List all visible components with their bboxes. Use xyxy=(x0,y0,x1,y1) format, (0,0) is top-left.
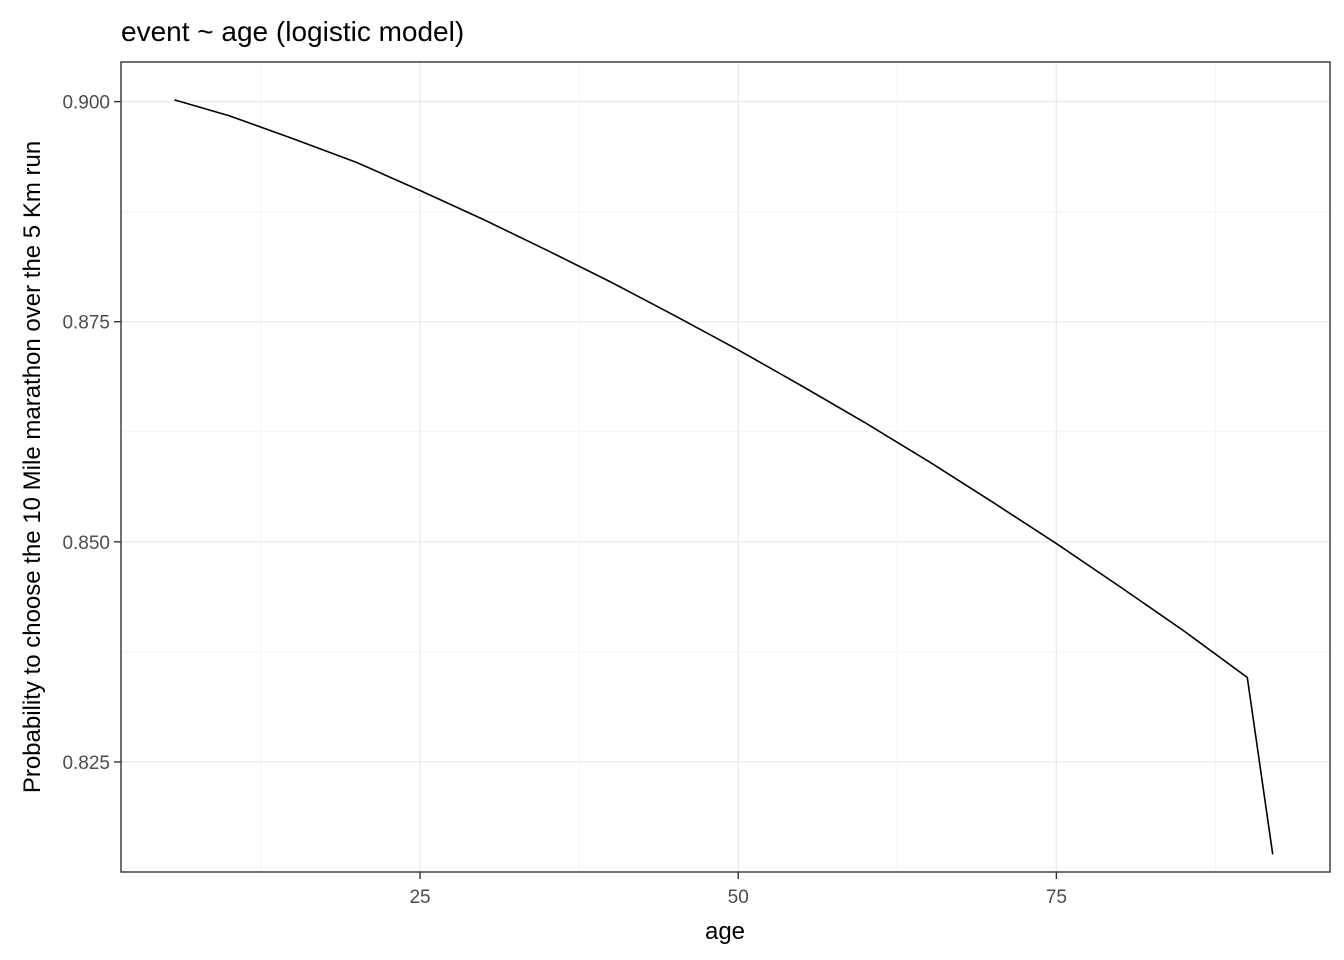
major-gridlines xyxy=(121,62,1330,872)
axis-ticks xyxy=(114,100,1058,879)
x-tick-label: 75 xyxy=(1046,887,1067,908)
x-tick-label: 25 xyxy=(409,887,430,908)
x-tick-label: 50 xyxy=(728,887,749,908)
y-tick-label: 0.875 xyxy=(62,313,110,334)
y-tick-label: 0.825 xyxy=(62,753,110,774)
probability-curve xyxy=(174,99,1274,855)
plot-panel-border xyxy=(120,61,1331,873)
y-tick-label: 0.900 xyxy=(62,93,110,114)
minor-gridlines xyxy=(121,62,1330,873)
y-axis-title: Probability to choose the 10 Mile marath… xyxy=(19,141,46,793)
chart-title: event ~ age (logistic model) xyxy=(121,16,464,47)
y-tick-label: 0.850 xyxy=(62,533,110,554)
x-axis-title: age xyxy=(705,918,745,945)
tick-labels: 25 50 75 0.825 0.850 0.875 0.900 xyxy=(62,93,1067,908)
